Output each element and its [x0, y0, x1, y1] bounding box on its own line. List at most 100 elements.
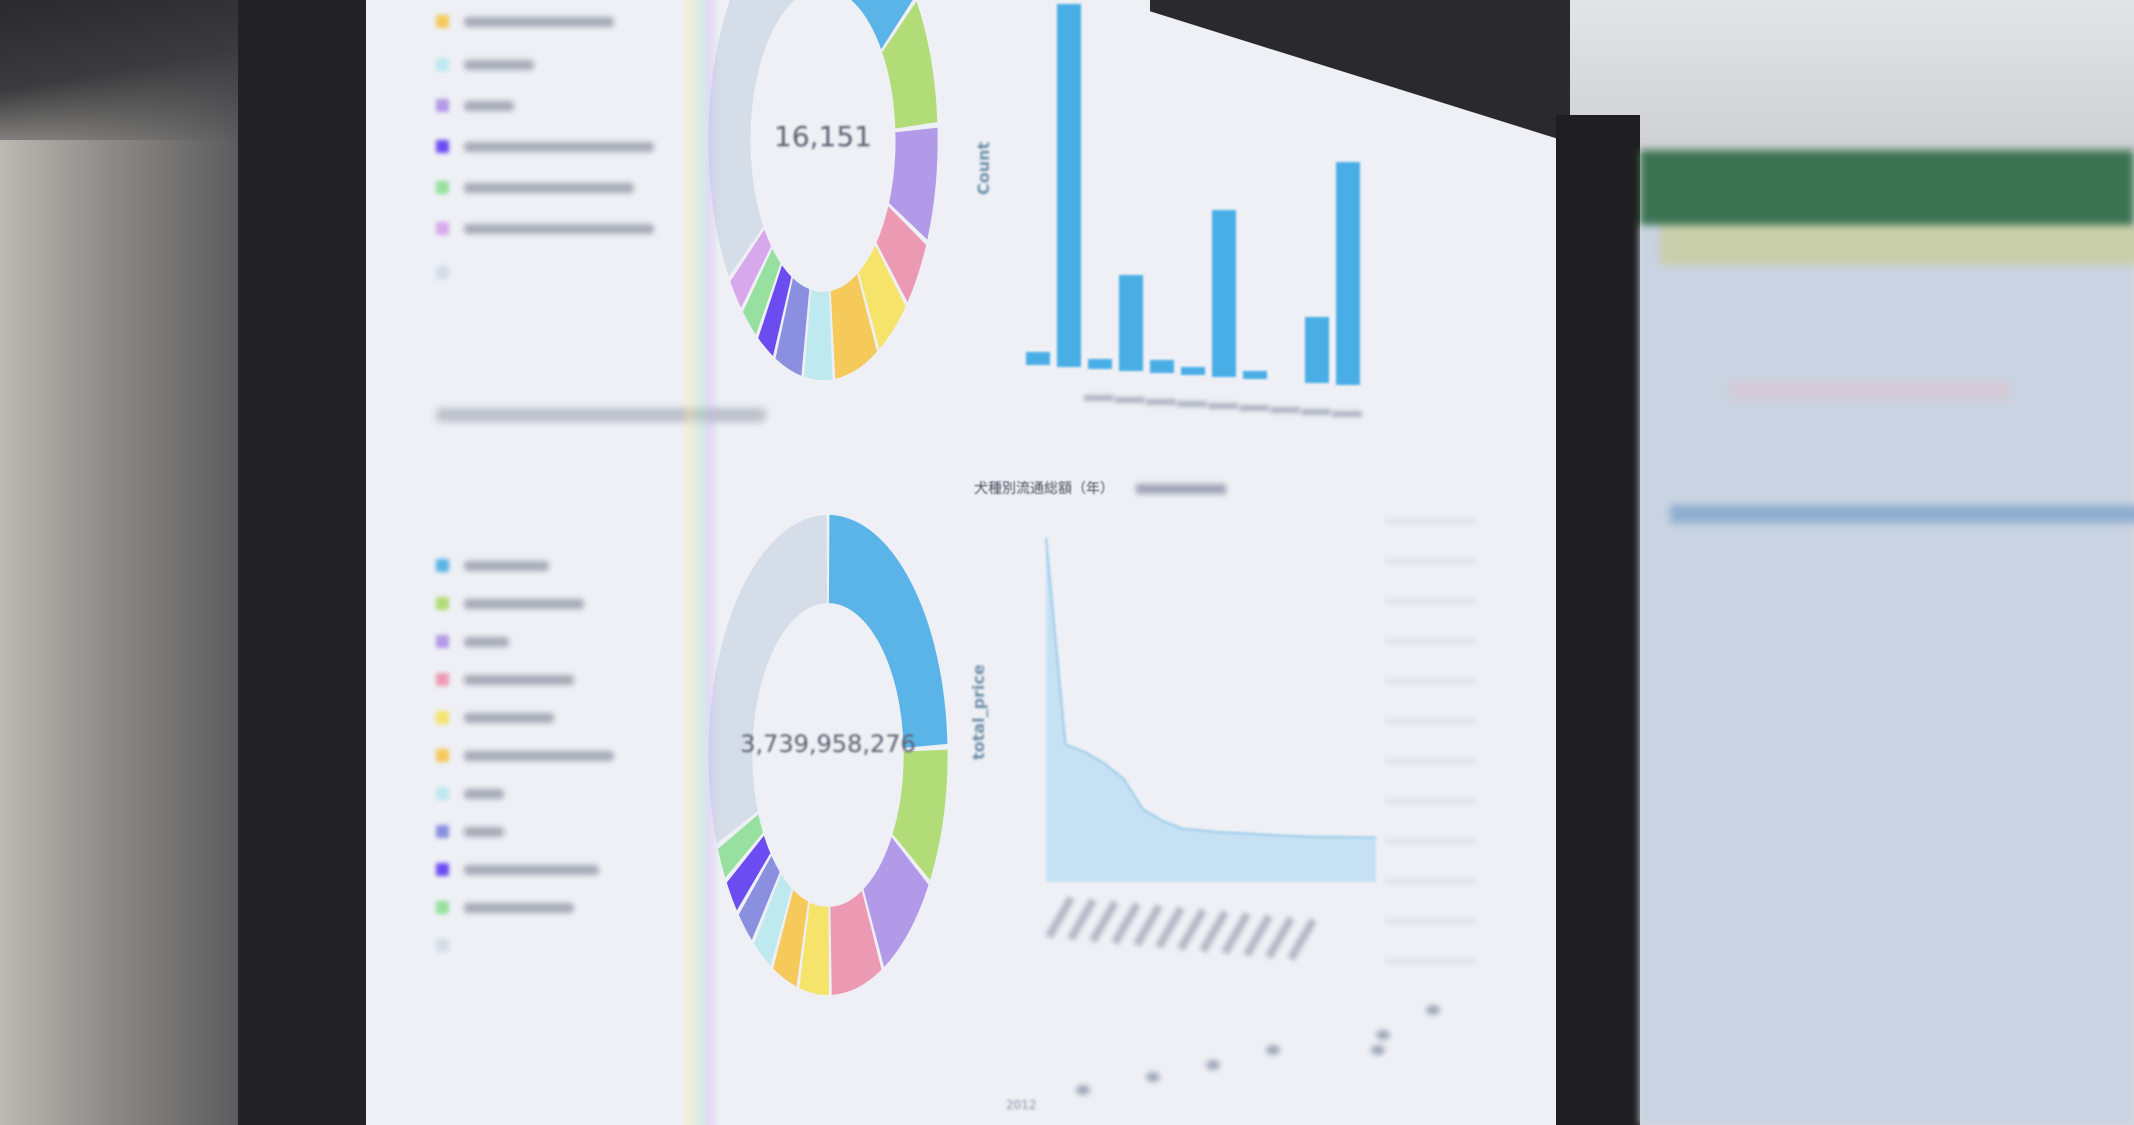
legend-label-blurred: [464, 142, 654, 152]
bar-5: [1181, 367, 1205, 375]
spreadsheet-header-row: [1670, 505, 2134, 523]
legend-label-blurred: [464, 865, 599, 875]
donut1-center-value: 16,151: [774, 120, 872, 153]
legend-item[interactable]: [436, 262, 766, 282]
bar-x-tick-blurred: [1239, 405, 1269, 411]
area-chart-title-rest-blurred: [1136, 484, 1226, 494]
bar-10: [1336, 161, 1360, 385]
legend-item[interactable]: [436, 707, 766, 729]
legend-label-blurred: [464, 827, 504, 837]
bar-3: [1119, 274, 1143, 371]
legend-swatch-slate: [436, 825, 449, 838]
legend-label-blurred: [464, 713, 554, 723]
donut2-segment-yellow[interactable]: [799, 902, 829, 996]
background-wall: [1560, 0, 2134, 150]
legend-swatch-mint: [436, 181, 449, 194]
donut1-segment-violet[interactable]: [730, 229, 772, 308]
legend-swatch-other: [436, 939, 449, 952]
legend-item[interactable]: [436, 859, 766, 881]
area-chart-plot: [1045, 537, 1377, 882]
donut1-segment-orange[interactable]: [830, 273, 878, 379]
legend-item[interactable]: [436, 54, 766, 74]
spreadsheet-monitor: [1640, 150, 2134, 1125]
donut2-segment-pink[interactable]: [830, 890, 882, 995]
legend-item[interactable]: [436, 821, 766, 843]
area-line: [1045, 537, 1377, 839]
legend-swatch-orange: [436, 15, 449, 28]
legend-label-blurred: [464, 789, 504, 799]
donut2-segment-cyan[interactable]: [754, 874, 792, 966]
donut1-segment-pink[interactable]: [876, 206, 927, 303]
legend-item[interactable]: [436, 783, 766, 805]
legend-swatch-purple: [436, 99, 449, 112]
donut1-segment-green[interactable]: [882, 1, 938, 129]
donut1-segment-purple[interactable]: [889, 127, 938, 240]
donut2-segment-indigo[interactable]: [726, 835, 771, 911]
scatter-x-tick: 2012: [1006, 1098, 1037, 1112]
legend-label-blurred: [464, 903, 574, 913]
donut1-segment-slate[interactable]: [775, 278, 810, 376]
legend-label-blurred: [464, 675, 574, 685]
legend-label-blurred: [464, 101, 514, 111]
bar-x-tick-blurred: [1084, 395, 1114, 401]
donut2-segment-orange[interactable]: [773, 889, 809, 987]
legend-item[interactable]: [436, 631, 766, 653]
donut2-segment-other[interactable]: [708, 514, 828, 844]
donut1-segment-blue[interactable]: [824, 0, 915, 50]
bar-x-tick-blurred: [1270, 407, 1300, 413]
legend-item[interactable]: [436, 95, 766, 115]
legend-swatch-indigo: [436, 140, 449, 153]
donut1-segment-indigo[interactable]: [758, 265, 792, 357]
legend-item[interactable]: [436, 669, 766, 691]
donut1-segment-mint[interactable]: [742, 248, 781, 335]
bar-1: [1057, 4, 1081, 367]
legend-swatch-purple: [436, 635, 449, 648]
legend-label-blurred: [464, 60, 534, 70]
legend-item[interactable]: [436, 897, 766, 919]
scatter-point-5: [1426, 1005, 1440, 1015]
donut2-segment-mint[interactable]: [717, 814, 763, 878]
donut1-chart: [708, 0, 938, 381]
legend-label-blurred: [464, 224, 654, 234]
donut2-center-value: 3,739,958,276: [740, 730, 916, 758]
scatter-point-2: [1206, 1060, 1220, 1070]
legend-item[interactable]: [436, 593, 766, 615]
spreadsheet-title-cell: [1730, 380, 2010, 400]
donut2-segment-purple[interactable]: [863, 837, 929, 968]
bar-x-tick-blurred: [1115, 397, 1145, 403]
legend-label-blurred: [464, 637, 509, 647]
legend-swatch-cyan: [436, 787, 449, 800]
bar-6: [1212, 209, 1236, 377]
bar-x-tick-blurred: [1332, 411, 1362, 417]
donut1-segment-other[interactable]: [708, 0, 822, 277]
legend-label-blurred: [464, 751, 614, 761]
scatter-point-4: [1376, 1030, 1390, 1040]
bar-x-tick-blurred: [1208, 403, 1238, 409]
donut1-segment-cyan[interactable]: [804, 289, 833, 381]
legend-item[interactable]: [436, 745, 766, 767]
bar-7: [1243, 371, 1267, 379]
screen-moire: [680, 0, 720, 1125]
bar-0: [1026, 352, 1050, 365]
area-chart-title: 犬種別流通総額（年）: [974, 481, 1114, 497]
bar-2: [1088, 358, 1112, 369]
donut1-segment-yellow[interactable]: [858, 245, 906, 349]
scatter-point-3: [1266, 1045, 1280, 1055]
bar-4: [1150, 360, 1174, 373]
legend-item[interactable]: [436, 136, 766, 156]
legend-swatch-other: [436, 266, 449, 279]
scatter-point-0: [1076, 1085, 1090, 1095]
bar-x-tick-blurred: [1146, 399, 1176, 405]
legend-item[interactable]: [436, 11, 766, 31]
background-left-monitor: [0, 0, 240, 1125]
legend-item[interactable]: [436, 177, 766, 197]
legend-swatch-violet: [436, 222, 449, 235]
donut2-segment-blue[interactable]: [828, 514, 948, 748]
legend-item[interactable]: [436, 555, 766, 577]
donut2-segment-green[interactable]: [892, 749, 948, 880]
donut2-segment-slate[interactable]: [738, 856, 780, 940]
section-header-blurred: [436, 408, 766, 422]
legend-swatch-orange: [436, 749, 449, 762]
legend-item[interactable]: [436, 218, 766, 238]
legend-item[interactable]: [436, 935, 766, 957]
